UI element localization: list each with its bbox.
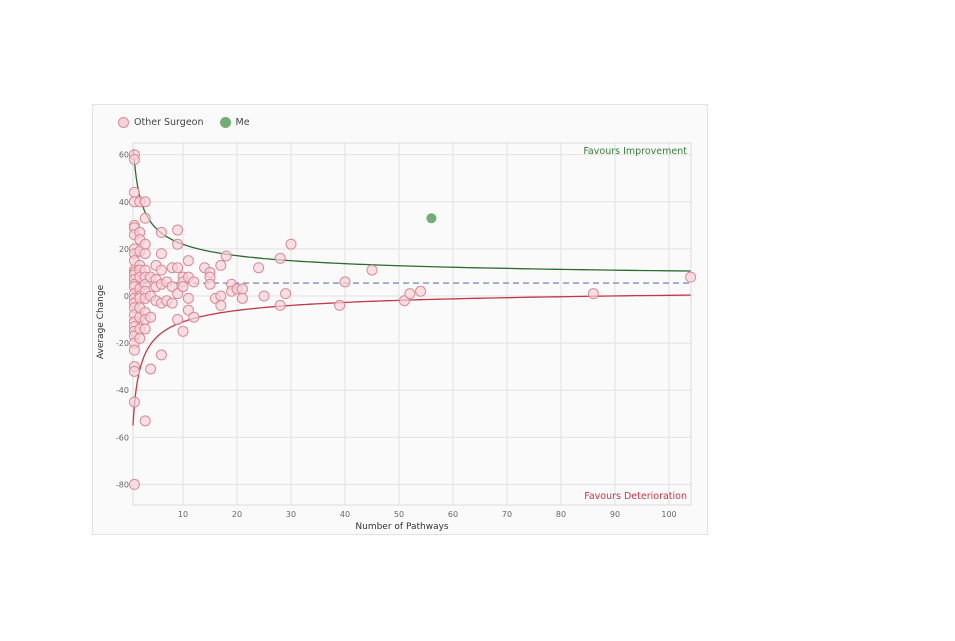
me-points: [426, 213, 437, 224]
x-tick-label: 40: [340, 510, 350, 519]
upper-control-limit: [132, 149, 691, 272]
circle-marker-icon: [118, 117, 129, 128]
data-point-other-surgeon[interactable]: [182, 292, 194, 304]
data-point-other-surgeon[interactable]: [128, 478, 140, 490]
data-point-other-surgeon[interactable]: [215, 290, 227, 302]
y-tick-label: 20: [119, 245, 129, 254]
data-point-other-surgeon[interactable]: [172, 262, 184, 274]
data-point-other-surgeon[interactable]: [404, 288, 416, 300]
data-point-other-surgeon[interactable]: [188, 311, 200, 323]
x-tick-label: 70: [502, 510, 512, 519]
data-point-other-surgeon[interactable]: [172, 224, 184, 236]
favours-deterioration-label: Favours Deterioration: [584, 491, 687, 502]
x-tick-label: 90: [610, 510, 620, 519]
x-tick-label: 10: [178, 510, 188, 519]
data-point-other-surgeon[interactable]: [685, 271, 697, 283]
data-point-me[interactable]: [426, 213, 437, 224]
legend-item-me[interactable]: Me: [219, 117, 250, 128]
data-point-other-surgeon[interactable]: [166, 297, 178, 309]
data-point-other-surgeon[interactable]: [236, 283, 248, 295]
data-point-other-surgeon[interactable]: [128, 186, 140, 198]
data-point-other-surgeon[interactable]: [128, 344, 140, 356]
data-point-other-surgeon[interactable]: [188, 276, 200, 288]
data-point-other-surgeon[interactable]: [204, 278, 216, 290]
y-tick-label: 40: [119, 198, 129, 207]
data-point-other-surgeon[interactable]: [177, 325, 189, 337]
x-axis-title: Number of Pathways: [355, 522, 449, 532]
data-point-other-surgeon[interactable]: [155, 248, 167, 260]
data-point-other-surgeon[interactable]: [139, 415, 151, 427]
legend-item-other-surgeon[interactable]: Other Surgeon: [118, 117, 204, 128]
x-tick-label: 50: [394, 510, 404, 519]
chart-legend: Other Surgeon Me: [118, 117, 266, 128]
y-tick-label: -80: [116, 480, 129, 489]
data-point-other-surgeon[interactable]: [220, 250, 232, 262]
data-point-other-surgeon[interactable]: [280, 288, 292, 300]
lower-control-limit: [132, 294, 691, 426]
data-point-other-surgeon[interactable]: [134, 332, 146, 344]
data-point-other-surgeon[interactable]: [253, 262, 265, 274]
data-point-other-surgeon[interactable]: [128, 153, 140, 165]
data-point-other-surgeon[interactable]: [366, 264, 378, 276]
y-tick-label: 60: [119, 151, 129, 160]
data-point-other-surgeon[interactable]: [139, 323, 151, 335]
x-tick-label: 60: [448, 510, 458, 519]
data-point-other-surgeon[interactable]: [258, 290, 270, 302]
favours-improvement-label: Favours Improvement: [583, 146, 687, 157]
x-tick-label: 30: [286, 510, 296, 519]
legend-label-me: Me: [235, 117, 250, 128]
data-point-other-surgeon[interactable]: [177, 281, 189, 293]
data-point-other-surgeon[interactable]: [172, 314, 184, 326]
data-point-other-surgeon[interactable]: [215, 299, 227, 311]
x-tick-label: 100: [661, 510, 676, 519]
data-point-other-surgeon[interactable]: [334, 299, 346, 311]
data-point-other-surgeon[interactable]: [145, 311, 157, 323]
other-surgeon-points: [128, 149, 697, 490]
plot-area: [132, 142, 692, 506]
data-point-other-surgeon[interactable]: [215, 259, 227, 271]
y-tick-label: -20: [116, 339, 129, 348]
data-point-other-surgeon[interactable]: [128, 396, 140, 408]
data-point-other-surgeon[interactable]: [415, 285, 427, 297]
data-point-other-surgeon[interactable]: [139, 212, 151, 224]
x-tick-label: 80: [556, 510, 566, 519]
legend-label-other-surgeon: Other Surgeon: [134, 117, 204, 128]
x-axis-ticks: 10 20 30 40 50 60 70 80 90 100: [178, 510, 677, 519]
data-point-other-surgeon[interactable]: [587, 288, 599, 300]
data-point-other-surgeon[interactable]: [274, 299, 286, 311]
x-tick-label: 20: [232, 510, 242, 519]
data-point-other-surgeon[interactable]: [236, 292, 248, 304]
y-tick-label: 0: [124, 292, 129, 301]
y-tick-label: -60: [116, 433, 129, 442]
y-axis-ticks: 60 40 20 0 -20 -40 -60 -80: [116, 151, 129, 490]
grid-lines: [133, 143, 691, 505]
data-point-other-surgeon[interactable]: [128, 365, 140, 377]
data-point-other-surgeon[interactable]: [139, 196, 151, 208]
data-point-other-surgeon[interactable]: [274, 252, 286, 264]
data-point-other-surgeon[interactable]: [155, 264, 167, 276]
data-point-other-surgeon[interactable]: [339, 276, 351, 288]
data-point-other-surgeon[interactable]: [145, 363, 157, 375]
data-point-other-surgeon[interactable]: [285, 238, 297, 250]
data-point-other-surgeon[interactable]: [155, 226, 167, 238]
data-point-other-surgeon[interactable]: [172, 238, 184, 250]
data-point-other-surgeon[interactable]: [139, 238, 151, 250]
y-axis-title: Average Change: [96, 284, 106, 359]
data-point-other-surgeon[interactable]: [155, 349, 167, 361]
filled-circle-marker-icon: [219, 117, 231, 128]
y-tick-label: -40: [116, 386, 129, 395]
data-point-other-surgeon[interactable]: [182, 255, 194, 267]
data-point-other-surgeon[interactable]: [139, 248, 151, 260]
